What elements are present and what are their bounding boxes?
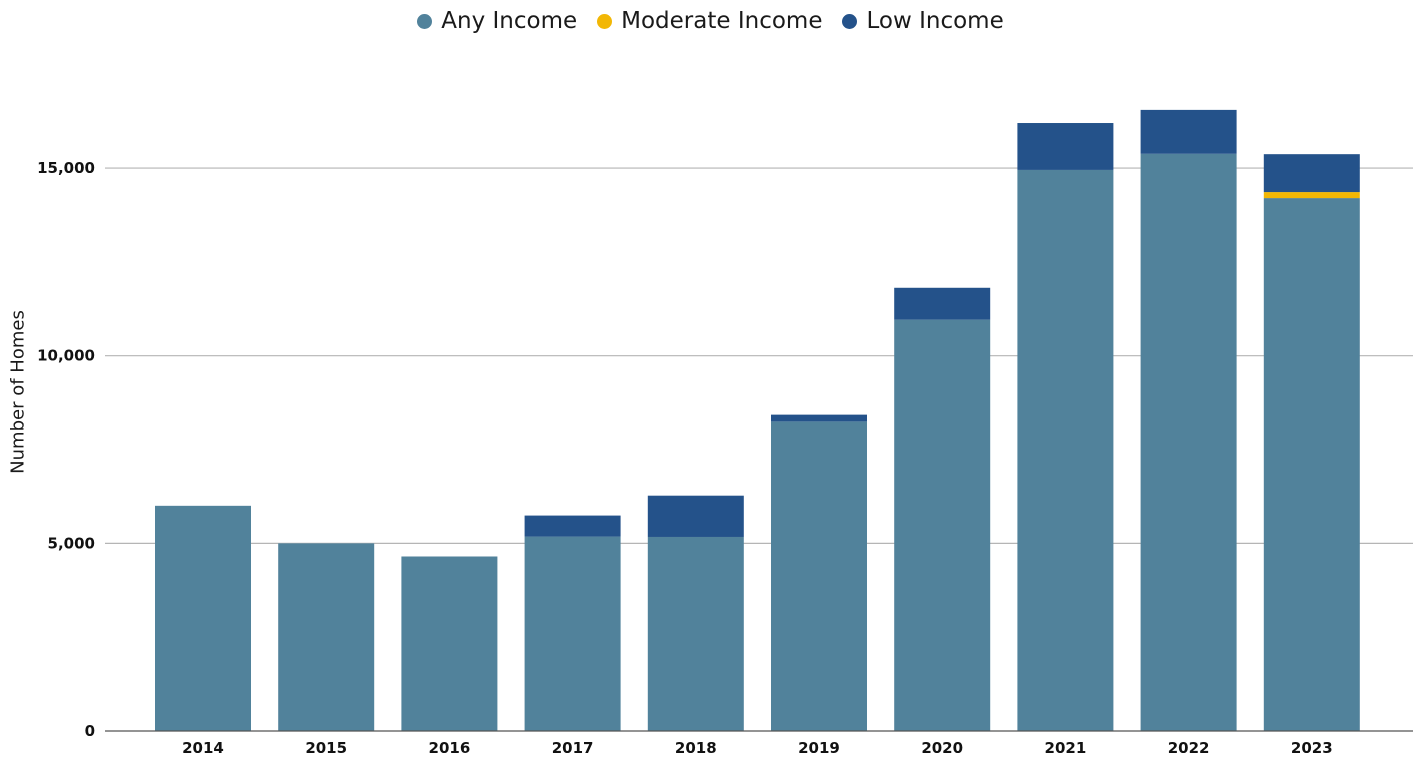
legend-item-any-income[interactable]: Any Income <box>417 8 577 34</box>
legend-marker-low-income <box>842 13 858 29</box>
legend-label-low-income: Low Income <box>866 8 1004 34</box>
x-tick-label: 2018 <box>675 739 717 757</box>
bar-any-income-2016[interactable] <box>401 556 498 731</box>
bar-any-income-2022[interactable] <box>1140 153 1237 731</box>
y-axis-ticks: 0 5,000 10,000 15,000 <box>37 159 95 740</box>
bar-low-income-2021[interactable] <box>1017 123 1114 170</box>
x-tick-label: 2015 <box>305 739 347 757</box>
legend-marker-any-income <box>417 13 433 29</box>
x-tick-label: 2021 <box>1045 739 1087 757</box>
legend-label-moderate-income: Moderate Income <box>621 8 823 34</box>
bar-low-income-2022[interactable] <box>1140 109 1237 154</box>
bar-low-income-2020[interactable] <box>894 287 991 320</box>
bar-any-income-2018[interactable] <box>647 536 744 731</box>
legend-marker-moderate-income <box>597 13 613 29</box>
legend-item-low-income[interactable]: Low Income <box>842 8 1004 34</box>
chart-legend: Any Income Moderate Income Low Income <box>0 8 1421 34</box>
x-tick-label: 2023 <box>1291 739 1333 757</box>
bar-any-income-2019[interactable] <box>771 421 867 731</box>
bar-any-income-2015[interactable] <box>278 543 375 731</box>
x-tick-label: 2014 <box>182 739 224 757</box>
y-tick-label: 10,000 <box>37 347 95 365</box>
bar-any-income-2014[interactable] <box>155 505 251 731</box>
bar-any-income-2021[interactable] <box>1017 169 1114 731</box>
bar-low-income-2018[interactable] <box>647 495 744 537</box>
legend-label-any-income: Any Income <box>441 8 578 34</box>
y-tick-label: 5,000 <box>48 534 95 552</box>
bar-low-income-2017[interactable] <box>524 515 621 537</box>
bar-low-income-2023[interactable] <box>1263 154 1360 193</box>
bar-series <box>155 109 1360 732</box>
x-tick-label: 2019 <box>798 739 840 757</box>
y-tick-label: 15,000 <box>37 159 95 177</box>
y-tick-label: 0 <box>85 722 95 740</box>
x-tick-label: 2020 <box>921 739 963 757</box>
x-tick-label: 2022 <box>1168 739 1210 757</box>
bar-low-income-2019[interactable] <box>771 414 867 422</box>
bar-any-income-2020[interactable] <box>894 319 991 731</box>
bar-any-income-2017[interactable] <box>524 536 621 731</box>
x-tick-label: 2017 <box>552 739 594 757</box>
bar-any-income-2023[interactable] <box>1263 198 1360 732</box>
x-tick-label: 2016 <box>429 739 471 757</box>
x-axis-ticks: 2014 2015 2016 2017 2018 2019 2020 2021 2022 2023 <box>182 739 1333 757</box>
bar-moderate-income-2023[interactable] <box>1263 192 1360 199</box>
legend-item-moderate-income[interactable]: Moderate Income <box>597 8 822 34</box>
